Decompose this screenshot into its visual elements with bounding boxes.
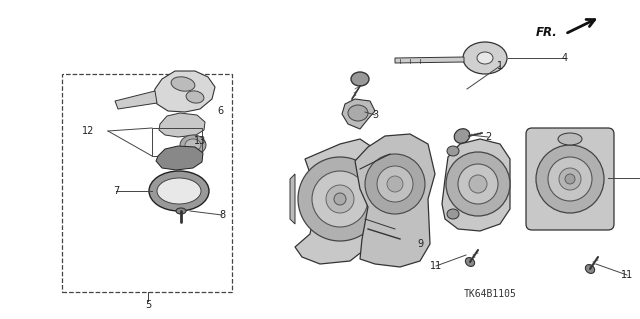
Polygon shape (290, 174, 295, 224)
Polygon shape (153, 71, 215, 112)
Ellipse shape (559, 168, 581, 190)
Text: 11: 11 (430, 261, 442, 271)
Bar (62, 172, 232, 292)
Text: 6: 6 (217, 106, 223, 116)
Ellipse shape (185, 139, 201, 151)
Polygon shape (156, 146, 203, 170)
Ellipse shape (536, 145, 604, 213)
Polygon shape (442, 139, 510, 231)
Ellipse shape (326, 185, 354, 213)
Ellipse shape (176, 208, 186, 214)
Text: 13: 13 (194, 136, 206, 146)
Ellipse shape (186, 91, 204, 103)
Text: 1: 1 (497, 61, 503, 71)
Ellipse shape (454, 129, 470, 143)
Text: 2: 2 (485, 132, 491, 142)
Ellipse shape (334, 193, 346, 205)
Polygon shape (355, 134, 435, 267)
Text: 9: 9 (417, 239, 423, 249)
Ellipse shape (180, 135, 206, 155)
Ellipse shape (465, 257, 475, 266)
Ellipse shape (149, 171, 209, 211)
Ellipse shape (469, 175, 487, 193)
Text: 8: 8 (219, 210, 225, 220)
Text: 12: 12 (82, 126, 94, 136)
Ellipse shape (447, 209, 459, 219)
FancyBboxPatch shape (526, 128, 614, 230)
Bar (62, 74, 232, 292)
Ellipse shape (447, 146, 459, 156)
Ellipse shape (586, 264, 595, 273)
Ellipse shape (446, 152, 510, 216)
Ellipse shape (298, 157, 382, 241)
Text: 4: 4 (562, 53, 568, 63)
Ellipse shape (387, 176, 403, 192)
Text: 5: 5 (145, 300, 151, 310)
Ellipse shape (565, 174, 575, 184)
Ellipse shape (157, 178, 201, 204)
Ellipse shape (171, 77, 195, 91)
Polygon shape (342, 99, 375, 129)
Ellipse shape (377, 166, 413, 202)
Text: 7: 7 (113, 186, 119, 196)
Polygon shape (159, 113, 205, 137)
Ellipse shape (477, 52, 493, 64)
Text: FR.: FR. (536, 26, 558, 39)
Polygon shape (295, 139, 378, 264)
Ellipse shape (458, 164, 498, 204)
Ellipse shape (312, 171, 368, 227)
Text: TK64B1105: TK64B1105 (463, 289, 516, 299)
Bar (152, 128, 202, 156)
Ellipse shape (351, 72, 369, 86)
Ellipse shape (348, 105, 368, 121)
Ellipse shape (365, 154, 425, 214)
Text: 3: 3 (372, 110, 378, 120)
Ellipse shape (548, 157, 592, 201)
Polygon shape (115, 91, 157, 109)
Polygon shape (395, 57, 464, 63)
Text: 11: 11 (621, 270, 633, 280)
Ellipse shape (463, 42, 507, 74)
Ellipse shape (558, 133, 582, 145)
